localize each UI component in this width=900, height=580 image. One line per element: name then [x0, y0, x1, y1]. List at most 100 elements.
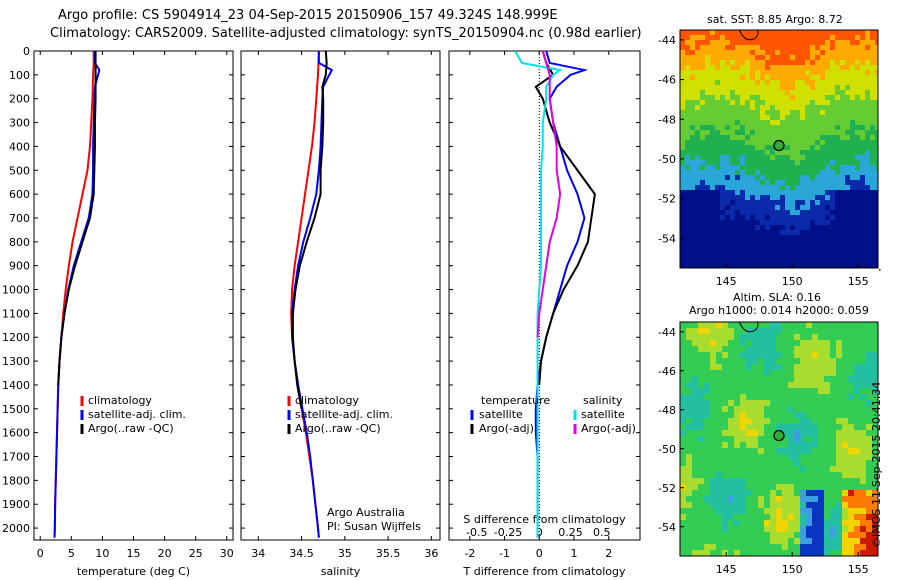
argo-float-marker — [773, 139, 785, 152]
x2-tick-label: -0.25 — [494, 526, 522, 539]
y-tick-label: 500 — [9, 164, 30, 177]
legend-label: climatology — [88, 394, 152, 407]
map-y-tick-label: -44 — [658, 326, 676, 339]
series-line-argo-adj-salinity- — [536, 50, 562, 338]
legend-label: Argo(..raw -QC) — [295, 422, 381, 435]
y-tick-label: 1800 — [2, 474, 30, 487]
y-tick-label: 1000 — [2, 284, 30, 297]
map-x-tick-label: 155 — [848, 563, 869, 576]
x-tick-label: 0 — [536, 547, 543, 560]
sla-map-title: Altim. SLA: 0.16 — [733, 291, 822, 304]
y-tick-label: 2000 — [2, 522, 30, 535]
imos-credit: ©IMOS 11-Sep-2015 20:41:34 — [870, 381, 883, 548]
panel-salinity: 34 34.5 35 35.5 36 salinity climatologysatelli… — [240, 50, 441, 578]
map-x-tick-label: 145 — [716, 275, 737, 288]
coastline — [738, 321, 759, 333]
y-tick-label: 600 — [9, 188, 30, 201]
annotation-text: Argo Australia — [327, 506, 405, 519]
sla-map-subtitle: Argo h1000: 0.014 h2000: 0.059 — [689, 304, 869, 317]
x-tick-label: 5 — [68, 547, 75, 560]
legend-label: temperature — [481, 394, 550, 407]
legend-label: satellite-adj. clim. — [88, 408, 186, 421]
legend-label: salinity — [583, 394, 623, 407]
y-tick-label: 1400 — [2, 379, 30, 392]
y-tick-label: 0 — [23, 45, 30, 58]
figure-title-line2: Climatology: CARS2009. Satellite-adjuste… — [50, 26, 642, 41]
y-tick-label: 1300 — [2, 355, 30, 368]
y-tick-label: 100 — [9, 69, 30, 82]
y-tick-label: 1500 — [2, 403, 30, 416]
x-tick-label: 36 — [424, 547, 438, 560]
y-tick-label: 400 — [9, 140, 30, 153]
map-sst-map: -44 -46 -48 -50 -52 -54 145 150 155 — [658, 29, 898, 288]
x-tick-label: 2 — [605, 547, 612, 560]
y-tick-label: 1200 — [2, 331, 30, 344]
y-tick-label: 1100 — [2, 307, 30, 320]
legend-label: satellite — [581, 408, 625, 421]
x2-tick-label: 0 — [536, 526, 543, 539]
x-tick-label: -1 — [499, 547, 510, 560]
legend-label: Argo(-adj) — [479, 422, 534, 435]
legend-label: climatology — [295, 394, 359, 407]
x-tick-label: 10 — [95, 547, 109, 560]
series-line-argo-raw-qc- — [57, 51, 97, 386]
y-tick-label: 800 — [9, 236, 30, 249]
map-y-tick-label: -46 — [658, 74, 676, 87]
x-tick-label: 15 — [127, 547, 141, 560]
legend-label: satellite-adj. clim. — [295, 408, 393, 421]
y-tick-label: 1600 — [2, 427, 30, 440]
panel-frame-difference — [448, 50, 641, 541]
x-axis-label: T difference from climatology — [463, 565, 626, 578]
x-tick-label: 1 — [571, 547, 578, 560]
x-tick-label: 20 — [158, 547, 172, 560]
panel-frame-temperature — [33, 50, 234, 541]
y-tick-label: 1700 — [2, 451, 30, 464]
x-tick-label: 34 — [251, 547, 265, 560]
map-y-tick-label: -48 — [658, 113, 676, 126]
panel-frame-salinity — [240, 50, 441, 541]
x-tick-label: 35 — [338, 547, 352, 560]
x2-tick-label: -0.5 — [466, 526, 487, 539]
series-line-argo-raw-qc- — [291, 50, 328, 409]
map-y-tick-label: -50 — [658, 153, 676, 166]
y-tick-label: 200 — [9, 93, 30, 106]
map-x-tick-label: 150 — [782, 563, 803, 576]
legend-label: Argo(..raw -QC) — [88, 422, 174, 435]
map-y-tick-label: -52 — [658, 482, 676, 495]
coastline — [738, 29, 759, 41]
panel-temperature: 0100200300400500600700800900100011001200… — [2, 45, 234, 578]
x-tick-label: 25 — [189, 547, 203, 560]
series-line-satellite-salinity- — [514, 50, 563, 538]
y-tick-label: 700 — [9, 212, 30, 225]
y-tick-label: 900 — [9, 260, 30, 273]
map-x-tick-label: 155 — [848, 275, 869, 288]
series-line-argo-adj- — [534, 50, 596, 386]
map-y-tick-label: -48 — [658, 404, 676, 417]
map-y-tick-label: -46 — [658, 365, 676, 378]
x2-tick-label: 0.25 — [558, 526, 583, 539]
map-x-tick-label: 150 — [782, 275, 803, 288]
sst-map-title: sat. SST: 8.85 Argo: 8.72 — [707, 13, 843, 26]
x-axis-label: salinity — [321, 565, 361, 578]
map-y-tick-label: -54 — [658, 521, 676, 534]
y-tick-label: 1900 — [2, 498, 30, 511]
x-tick-label: -2 — [464, 547, 475, 560]
x-axis-label: temperature (deg C) — [77, 565, 190, 578]
map-y-tick-label: -50 — [658, 443, 676, 456]
y-tick-label: 300 — [9, 117, 30, 130]
x-tick-label: 30 — [220, 547, 234, 560]
x-tick-label: 0 — [37, 547, 44, 560]
argo-float-marker — [773, 429, 785, 442]
map-y-tick-label: -52 — [658, 193, 676, 206]
map-y-tick-label: -44 — [658, 34, 676, 47]
map-sla-map: -44 -46 -48 -50 -52 -54 145 150 155 — [658, 321, 898, 576]
x2-axis-label: S difference from climatology — [463, 513, 626, 526]
panel-difference: -2 -1 0 1 2 T difference from climatology -0.5… — [448, 50, 641, 578]
legend-label: satellite — [479, 408, 523, 421]
axes-layer: 0100200300400500600700800900100011001200… — [2, 45, 641, 578]
x2-tick-label: 0.5 — [593, 526, 611, 539]
figure-title-line1: Argo profile: CS 5904914_23 04-Sep-2015 … — [58, 8, 558, 23]
x-tick-label: 34.5 — [289, 547, 314, 560]
annotation-text: PI: Susan Wijffels — [327, 520, 421, 533]
